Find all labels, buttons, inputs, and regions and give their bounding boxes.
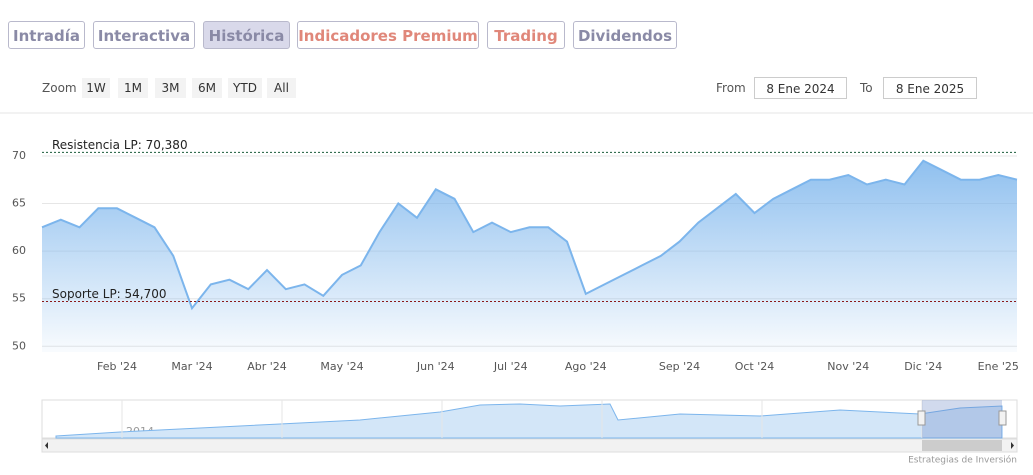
credits: Estrategias de Inversión <box>908 455 1017 466</box>
tab[interactable]: Dividendos <box>573 21 677 49</box>
y-tick-label: 60 <box>12 244 26 257</box>
navigator-handle[interactable] <box>998 410 1007 426</box>
x-tick-label: May '24 <box>320 360 363 373</box>
tab[interactable]: Interactiva <box>93 21 195 49</box>
scrollbar[interactable] <box>41 438 1018 453</box>
line <box>41 159 1018 311</box>
x-tick-label: Abr '24 <box>247 360 287 373</box>
to-label: To <box>860 81 873 95</box>
x-tick-label: Jul '24 <box>493 360 528 373</box>
zoom-button[interactable]: 1W <box>82 78 110 98</box>
to-input[interactable]: 8 Ene 2025 <box>883 77 977 99</box>
tab[interactable]: Indicadores Premium <box>297 21 479 49</box>
y-tick-label: 65 <box>12 197 26 210</box>
plot-line-label: Soporte LP: 54,700 <box>52 287 167 301</box>
x-tick-label: Dic '24 <box>904 360 942 373</box>
scrollbar-thumb[interactable] <box>922 440 1002 451</box>
zoom-button[interactable]: All <box>267 78 296 98</box>
zoom-button[interactable]: YTD <box>228 78 262 98</box>
zoom-button[interactable]: 6M <box>192 78 222 98</box>
from-label: From <box>716 81 746 95</box>
navigator-series <box>55 403 1003 439</box>
x-tick-label: Jun '24 <box>416 360 455 373</box>
x-tick-label: Ago '24 <box>565 360 607 373</box>
x-tick-label: Ene '25 <box>978 360 1019 373</box>
y-tick-label: 50 <box>12 339 26 352</box>
from-input[interactable]: 8 Ene 2024 <box>754 77 847 99</box>
y-tick-label: 55 <box>12 292 26 305</box>
zoom-button[interactable]: 3M <box>155 78 186 98</box>
tab[interactable]: Trading <box>487 21 565 49</box>
zoom-button[interactable]: 1M <box>118 78 148 98</box>
navigator-selection[interactable] <box>922 400 1002 438</box>
plot-line-label: Resistencia LP: 70,380 <box>52 138 188 152</box>
y-tick-label: 70 <box>12 149 26 162</box>
x-tick-label: Sep '24 <box>659 360 700 373</box>
x-tick-label: Oct '24 <box>735 360 775 373</box>
tab[interactable]: Histórica <box>203 21 290 49</box>
x-tick-label: Feb '24 <box>97 360 137 373</box>
zoom-label: Zoom <box>42 81 77 95</box>
x-tick-label: Nov '24 <box>827 360 869 373</box>
navigator-handle[interactable] <box>917 410 926 426</box>
area <box>42 160 1017 352</box>
x-tick-label: Mar '24 <box>171 360 212 373</box>
tab[interactable]: Intradía <box>8 21 85 49</box>
